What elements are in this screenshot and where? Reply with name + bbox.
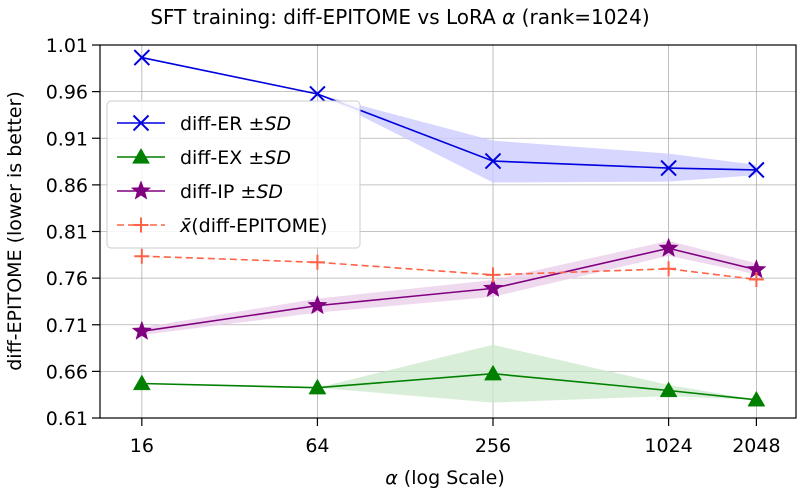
legend-entry: x̄(diff-EPITOME) bbox=[179, 215, 327, 237]
x-axis: 16 64 256 1024 2048 bbox=[130, 418, 781, 457]
x-tick-label: 256 bbox=[475, 435, 511, 457]
legend-entry: diff-IP ±SD bbox=[180, 181, 283, 203]
y-axis-label: diff-EPITOME (lower is better) bbox=[4, 91, 26, 371]
x-tick-label: 1024 bbox=[644, 435, 692, 457]
x-tick-label: 16 bbox=[130, 435, 154, 457]
diff-ex-sd-point bbox=[133, 375, 150, 390]
y-tick-label: 0.96 bbox=[46, 82, 88, 104]
x-diff-epitome-point bbox=[310, 255, 325, 270]
y-tick-label: 0.66 bbox=[46, 361, 88, 383]
x-diff-epitome-point bbox=[661, 261, 676, 276]
y-tick-label: 0.81 bbox=[46, 222, 88, 244]
x-axis-label: α (log Scale) bbox=[385, 467, 505, 489]
legend-entry: diff-ER ±SD bbox=[180, 113, 291, 135]
x-diff-epitome-point bbox=[749, 272, 764, 287]
y-tick-label: 0.86 bbox=[46, 175, 88, 197]
legend-entry: diff-EX ±SD bbox=[180, 147, 291, 169]
x-tick-label: 64 bbox=[305, 435, 329, 457]
y-axis: 0.61 0.66 0.71 0.76 0.81 0.86 0.91 0.96 1.01 bbox=[46, 35, 100, 430]
x-tick-label: 2048 bbox=[732, 435, 780, 457]
y-tick-label: 0.91 bbox=[46, 128, 88, 150]
y-tick-label: 0.71 bbox=[46, 315, 88, 337]
y-tick-label: 0.76 bbox=[46, 268, 88, 290]
legend: diff-ER ±SD diff-EX ±SD diff-IP ±SD x̄(diff… bbox=[107, 101, 360, 248]
y-tick-label: 0.61 bbox=[46, 408, 88, 430]
chart-title: SFT training: diff-EPITOME vs LoRA α (ra… bbox=[150, 5, 649, 29]
y-tick-label: 1.01 bbox=[46, 35, 88, 57]
x-diff-epitome-point bbox=[134, 249, 149, 264]
